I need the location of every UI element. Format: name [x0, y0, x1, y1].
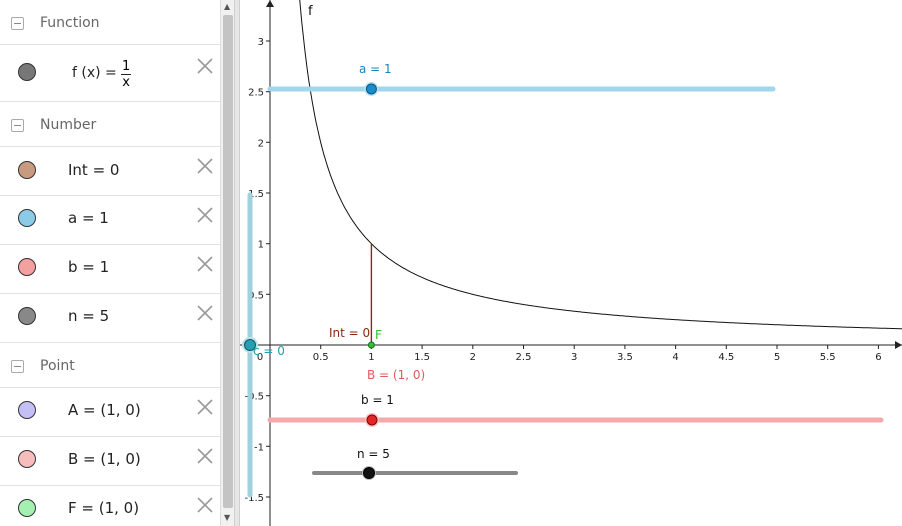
- scroll-down-arrow-icon[interactable]: ▼: [224, 513, 231, 522]
- slider-c-label: c = 0: [253, 344, 285, 358]
- y-tick-label: 3: [258, 37, 264, 48]
- function-lhs: f (x) =: [72, 65, 117, 81]
- delete-x-icon[interactable]: [196, 255, 214, 273]
- point-F[interactable]: [367, 341, 375, 349]
- view-divider[interactable]: [234, 0, 240, 526]
- slider-n-label: n = 5: [357, 447, 390, 461]
- number-definition: Int = 0: [68, 161, 120, 179]
- int-label: Int = 0: [329, 326, 370, 340]
- fraction-denominator: x: [122, 75, 130, 90]
- number-definition: b = 1: [68, 258, 110, 276]
- group-header-point[interactable]: Point: [0, 343, 220, 388]
- y-axis-arrow-icon: [266, 0, 274, 7]
- delete-x-icon[interactable]: [196, 496, 214, 514]
- slider-b-handle[interactable]: [366, 414, 378, 426]
- visibility-marble-icon[interactable]: [18, 499, 36, 517]
- visibility-marble-icon[interactable]: [18, 258, 36, 276]
- x-tick-label: 3.5: [617, 352, 633, 363]
- collapse-toggle-icon[interactable]: [11, 119, 24, 132]
- x-tick-label: 0.5: [313, 352, 329, 363]
- algebra-row-b[interactable]: b = 1: [0, 245, 220, 294]
- algebra-row-a[interactable]: a = 1: [0, 196, 220, 245]
- group-label-point: Point: [40, 358, 75, 374]
- x-tick-label: 4: [672, 352, 678, 363]
- slider-b-label: b = 1: [361, 393, 394, 407]
- function-fraction: 1 x: [121, 59, 132, 90]
- visibility-marble-icon[interactable]: [18, 209, 36, 227]
- algebra-row-point-A[interactable]: A = (1, 0): [0, 388, 220, 437]
- collapse-toggle-icon[interactable]: [11, 360, 24, 373]
- visibility-marble-icon[interactable]: [18, 401, 36, 419]
- slider-a-handle[interactable]: [365, 83, 377, 95]
- slider-c-handle[interactable]: [244, 339, 256, 351]
- slider-n-handle[interactable]: [363, 467, 375, 479]
- group-label-number: Number: [40, 117, 97, 133]
- visibility-marble-icon[interactable]: [18, 450, 36, 468]
- origin-label: 0: [257, 352, 263, 363]
- number-definition: a = 1: [68, 209, 109, 227]
- y-tick-label: 0.5: [248, 290, 264, 301]
- y-tick-label: 1.5: [248, 189, 264, 200]
- algebra-view: Function f (x) = 1 x Number Int = 0 a = …: [0, 0, 220, 526]
- scrollbar-thumb[interactable]: [223, 15, 233, 508]
- group-header-function[interactable]: Function: [0, 0, 220, 45]
- x-tick-label: 5.5: [820, 352, 836, 363]
- visibility-marble-icon[interactable]: [18, 307, 36, 325]
- algebra-row-function-f[interactable]: f (x) = 1 x: [0, 45, 220, 102]
- delete-x-icon[interactable]: [196, 447, 214, 465]
- x-tick-label: 6: [875, 352, 881, 363]
- x-axis-arrow-icon: [895, 341, 902, 349]
- y-tick-label: 2.5: [248, 88, 264, 99]
- point-definition: F = (1, 0): [68, 499, 140, 517]
- x-tick-marks: [320, 345, 879, 349]
- collapse-toggle-icon[interactable]: [11, 17, 24, 30]
- delete-x-icon[interactable]: [196, 57, 214, 75]
- group-header-number[interactable]: Number: [0, 102, 220, 147]
- number-definition: n = 5: [68, 307, 110, 325]
- y-tick-label: -1: [254, 442, 264, 453]
- delete-x-icon[interactable]: [196, 157, 214, 175]
- x-tick-label: 1: [368, 352, 374, 363]
- x-tick-label: 4.5: [718, 352, 734, 363]
- delete-x-icon[interactable]: [196, 304, 214, 322]
- point-F-label: F: [375, 328, 382, 342]
- point-definition: B = (1, 0): [68, 450, 141, 468]
- x-tick-label: 2.5: [516, 352, 532, 363]
- x-tick-label: 2: [470, 352, 476, 363]
- algebra-row-n[interactable]: n = 5: [0, 294, 220, 343]
- visibility-marble-icon[interactable]: [18, 63, 36, 81]
- algebra-row-point-F[interactable]: F = (1, 0): [0, 486, 220, 526]
- point-definition: A = (1, 0): [68, 401, 141, 419]
- algebra-scrollbar[interactable]: ▲ ▼: [220, 0, 235, 526]
- y-tick-label: 1: [258, 240, 264, 251]
- group-label-function: Function: [40, 15, 100, 31]
- fraction-numerator: 1: [121, 59, 132, 75]
- slider-a-label: a = 1: [359, 62, 392, 76]
- y-tick-label: -0.5: [244, 392, 264, 403]
- x-tick-label: 3: [571, 352, 577, 363]
- function-f-label: f: [308, 4, 313, 19]
- scroll-up-arrow-icon[interactable]: ▲: [224, 2, 231, 11]
- point-B-label: B = (1, 0): [367, 368, 425, 382]
- delete-x-icon[interactable]: [196, 398, 214, 416]
- algebra-row-point-B[interactable]: B = (1, 0): [0, 437, 220, 486]
- y-tick-label: -1.5: [244, 493, 264, 504]
- function-f-curve[interactable]: [299, 0, 902, 330]
- y-tick-marks: [266, 40, 270, 498]
- delete-x-icon[interactable]: [196, 206, 214, 224]
- x-tick-label: 5: [774, 352, 780, 363]
- x-tick-label: 1.5: [414, 352, 430, 363]
- visibility-marble-icon[interactable]: [18, 161, 36, 179]
- graphics-view[interactable]: 0.5 1 1.5 2 2.5 3 3.5 4 4.5 5 5.5 6 0 3 …: [240, 0, 902, 526]
- y-tick-label: 2: [258, 138, 264, 149]
- algebra-row-int[interactable]: Int = 0: [0, 147, 220, 196]
